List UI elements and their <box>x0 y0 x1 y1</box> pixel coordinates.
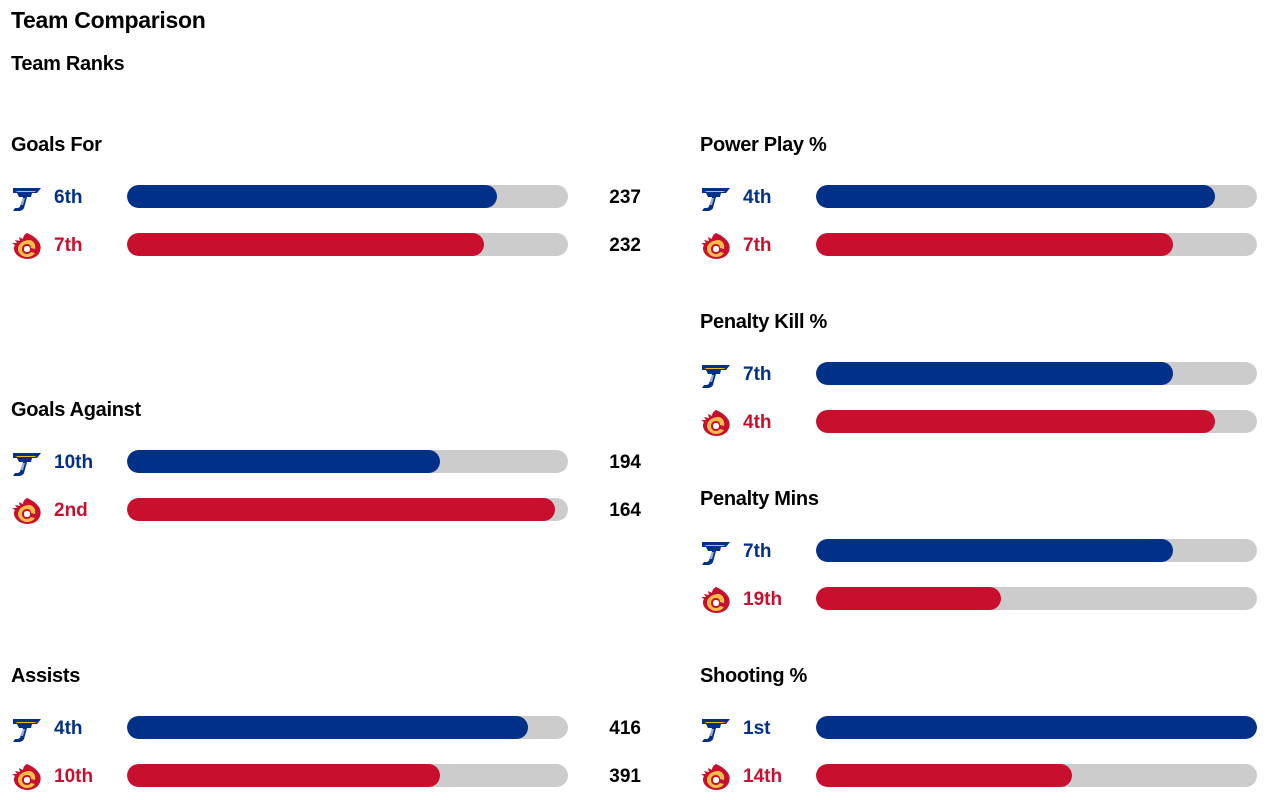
stat-row-flames: 10th 391 <box>11 763 641 791</box>
stat-title: Goals For <box>11 134 102 156</box>
rank-label: 10th <box>54 452 94 473</box>
st-louis-blues-logo-icon <box>11 449 43 477</box>
stat-row-flames: 14th <box>700 763 1268 791</box>
rank-bar-fill <box>127 716 528 739</box>
rank-bar-track <box>816 716 1257 739</box>
rank-label: 19th <box>743 589 783 610</box>
rank-bar-fill <box>127 185 497 208</box>
rank-label: 7th <box>743 235 772 256</box>
calgary-flames-logo-icon <box>700 409 732 437</box>
rank-bar-track <box>127 716 568 739</box>
rank-bar-track <box>816 764 1257 787</box>
calgary-flames-logo-icon <box>11 763 43 791</box>
stat-row-flames: 19th <box>700 586 1268 614</box>
rank-label: 7th <box>743 541 772 562</box>
stat-row-blues: 10th 194 <box>11 449 641 477</box>
st-louis-blues-logo-icon <box>700 184 732 212</box>
rank-bar-fill <box>127 764 440 787</box>
rank-bar-track <box>816 185 1257 208</box>
stat-title: Shooting % <box>700 665 807 687</box>
stat-row-flames: 2nd 164 <box>11 497 641 525</box>
stat-title: Penalty Kill % <box>700 311 827 333</box>
stat-title: Power Play % <box>700 134 827 156</box>
calgary-flames-logo-icon <box>700 586 732 614</box>
stat-row-blues: 4th <box>700 184 1268 212</box>
stat-row-flames: 7th 232 <box>11 232 641 260</box>
stat-title: Penalty Mins <box>700 488 819 510</box>
stat-row-blues: 4th 416 <box>11 715 641 743</box>
rank-label: 4th <box>743 187 772 208</box>
rank-label: 7th <box>54 235 83 256</box>
stat-title: Goals Against <box>11 399 141 421</box>
rank-bar-track <box>816 362 1257 385</box>
stat-value: 391 <box>609 766 641 787</box>
rank-bar-fill <box>816 233 1173 256</box>
st-louis-blues-logo-icon <box>11 184 43 212</box>
stat-row-blues: 7th <box>700 361 1268 389</box>
rank-bar-fill <box>816 764 1072 787</box>
rank-label: 1st <box>743 718 771 739</box>
stat-row-blues: 1st <box>700 715 1268 743</box>
rank-bar-track <box>127 498 568 521</box>
stat-value: 237 <box>609 187 641 208</box>
stat-row-flames: 4th <box>700 409 1268 437</box>
st-louis-blues-logo-icon <box>700 361 732 389</box>
calgary-flames-logo-icon <box>11 497 43 525</box>
stat-row-flames: 7th <box>700 232 1268 260</box>
rank-label: 10th <box>54 766 94 787</box>
rank-bar-track <box>127 185 568 208</box>
stat-value: 232 <box>609 235 641 256</box>
calgary-flames-logo-icon <box>700 232 732 260</box>
rank-bar-track <box>816 410 1257 433</box>
rank-bar-fill <box>816 362 1173 385</box>
rank-bar-fill <box>816 716 1257 739</box>
stat-value: 194 <box>609 452 641 473</box>
rank-bar-fill <box>816 410 1215 433</box>
rank-bar-track <box>127 764 568 787</box>
rank-label: 2nd <box>54 500 88 521</box>
stat-value: 164 <box>609 500 641 521</box>
stat-row-blues: 6th 237 <box>11 184 641 212</box>
rank-bar-track <box>127 233 568 256</box>
rank-label: 6th <box>54 187 83 208</box>
page-title: Team Comparison <box>11 7 206 33</box>
calgary-flames-logo-icon <box>11 232 43 260</box>
rank-bar-track <box>816 539 1257 562</box>
rank-label: 4th <box>54 718 83 739</box>
rank-label: 4th <box>743 412 772 433</box>
calgary-flames-logo-icon <box>700 763 732 791</box>
rank-bar-fill <box>127 233 484 256</box>
section-title-team-ranks: Team Ranks <box>11 53 125 75</box>
st-louis-blues-logo-icon <box>700 538 732 566</box>
rank-label: 7th <box>743 364 772 385</box>
rank-bar-fill <box>816 185 1215 208</box>
rank-label: 14th <box>743 766 783 787</box>
st-louis-blues-logo-icon <box>700 715 732 743</box>
rank-bar-track <box>816 587 1257 610</box>
rank-bar-track <box>127 450 568 473</box>
rank-bar-fill <box>127 498 555 521</box>
rank-bar-fill <box>127 450 440 473</box>
rank-bar-fill <box>816 539 1173 562</box>
rank-bar-fill <box>816 587 1001 610</box>
rank-bar-track <box>816 233 1257 256</box>
st-louis-blues-logo-icon <box>11 715 43 743</box>
stat-row-blues: 7th <box>700 538 1268 566</box>
stat-value: 416 <box>609 718 641 739</box>
stat-title: Assists <box>11 665 81 687</box>
